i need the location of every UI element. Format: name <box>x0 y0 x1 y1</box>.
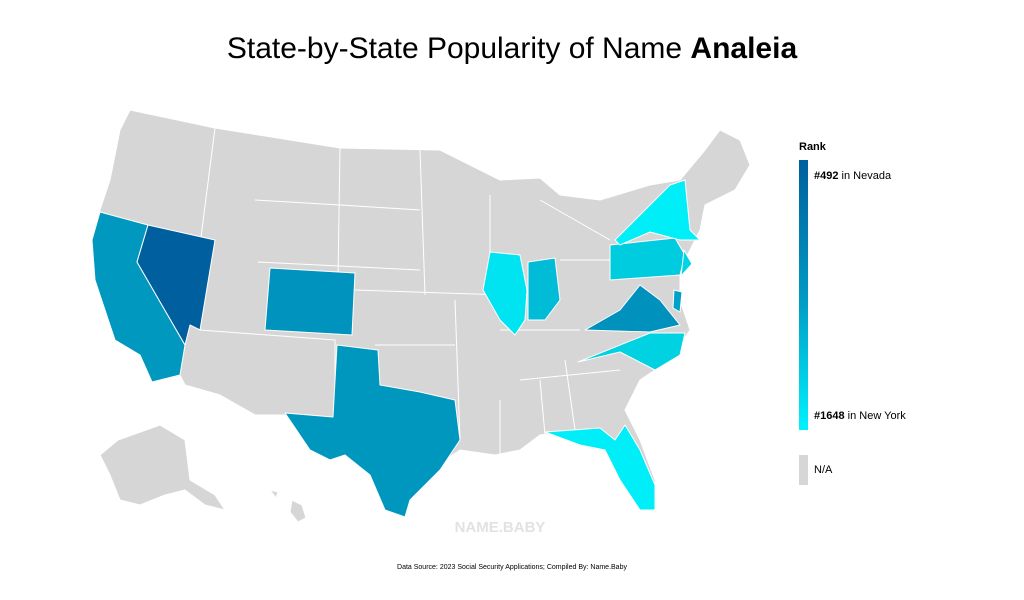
footer: Data Source: 2023 Social Security Applic… <box>397 564 627 571</box>
state-indiana <box>527 257 561 321</box>
state-new-jersey <box>680 249 693 277</box>
state-new-york <box>614 179 701 246</box>
legend-top-place: in Nevada <box>842 170 892 182</box>
state-colorado <box>264 267 356 336</box>
legend: Rank #492 in Nevada #1648 in New York N/… <box>799 141 906 485</box>
legend-bottom-rank: #1648 <box>814 410 845 422</box>
state-alaska <box>99 424 226 511</box>
legend-bottom-label: #1648 in New York <box>814 410 906 422</box>
state-north-carolina <box>577 332 686 371</box>
legend-top-label: #492 in Nevada <box>814 170 892 182</box>
state-virginia <box>584 284 681 333</box>
legend-top-rank: #492 <box>814 170 838 182</box>
title-name: Analeia <box>690 32 797 65</box>
legend-title: Rank <box>799 141 827 153</box>
state-hawaii <box>269 489 307 523</box>
title: State-by-State Popularity of Name Analei… <box>227 32 798 65</box>
state-borders <box>199 127 621 455</box>
legend-bottom-place: in New York <box>848 410 907 422</box>
state-nevada <box>136 224 216 346</box>
state-illinois <box>482 251 528 336</box>
state-delaware <box>672 289 683 313</box>
legend-gradient <box>799 160 808 430</box>
title-text: State-by-State Popularity of Name <box>227 32 682 65</box>
state-florida <box>544 424 656 511</box>
legend-na: N/A <box>814 464 833 476</box>
watermark: NAME.BABY <box>455 519 546 536</box>
us-map <box>91 109 751 523</box>
state-texas <box>284 344 461 518</box>
legend-na-swatch <box>799 455 808 485</box>
